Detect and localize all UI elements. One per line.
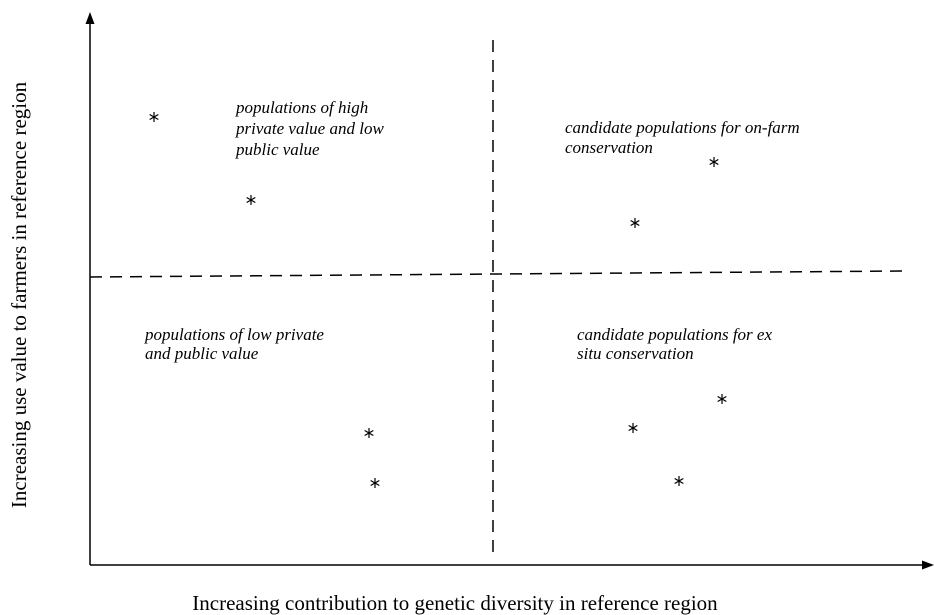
quadrant-label: candidate populations for on-farm xyxy=(565,118,800,137)
marker-stroke xyxy=(246,196,256,204)
population-marker xyxy=(630,218,640,228)
marker-stroke xyxy=(149,113,159,121)
marker-stroke xyxy=(709,158,719,166)
marker-stroke xyxy=(717,395,727,403)
quadrant-label: candidate populations for ex xyxy=(577,325,772,344)
quadrant-label: populations of low private xyxy=(144,325,324,344)
y-axis-label: Increasing use value to farmers in refer… xyxy=(7,81,31,508)
quadrant-label: situ conservation xyxy=(577,344,694,363)
population-marker xyxy=(674,476,684,486)
marker-stroke xyxy=(628,424,638,432)
population-marker xyxy=(628,423,638,433)
marker-stroke xyxy=(630,219,640,227)
marker-stroke xyxy=(364,429,374,437)
population-marker xyxy=(364,428,374,438)
population-marker xyxy=(370,478,380,488)
x-axis-label: Increasing contribution to genetic diver… xyxy=(192,591,718,615)
population-marker xyxy=(246,195,256,205)
quadrant-label: and public value xyxy=(145,344,259,363)
population-marker xyxy=(149,112,159,122)
horizontal-divider xyxy=(89,270,906,278)
quadrant-label: conservation xyxy=(565,138,653,157)
marker-stroke xyxy=(370,479,380,487)
population-marker xyxy=(717,394,727,404)
marker-stroke xyxy=(674,477,684,485)
quadrant-label: private value and low xyxy=(235,119,384,138)
population-marker xyxy=(709,157,719,167)
quadrant-label: public value xyxy=(235,140,320,159)
quadrant-label: populations of high xyxy=(235,98,368,117)
